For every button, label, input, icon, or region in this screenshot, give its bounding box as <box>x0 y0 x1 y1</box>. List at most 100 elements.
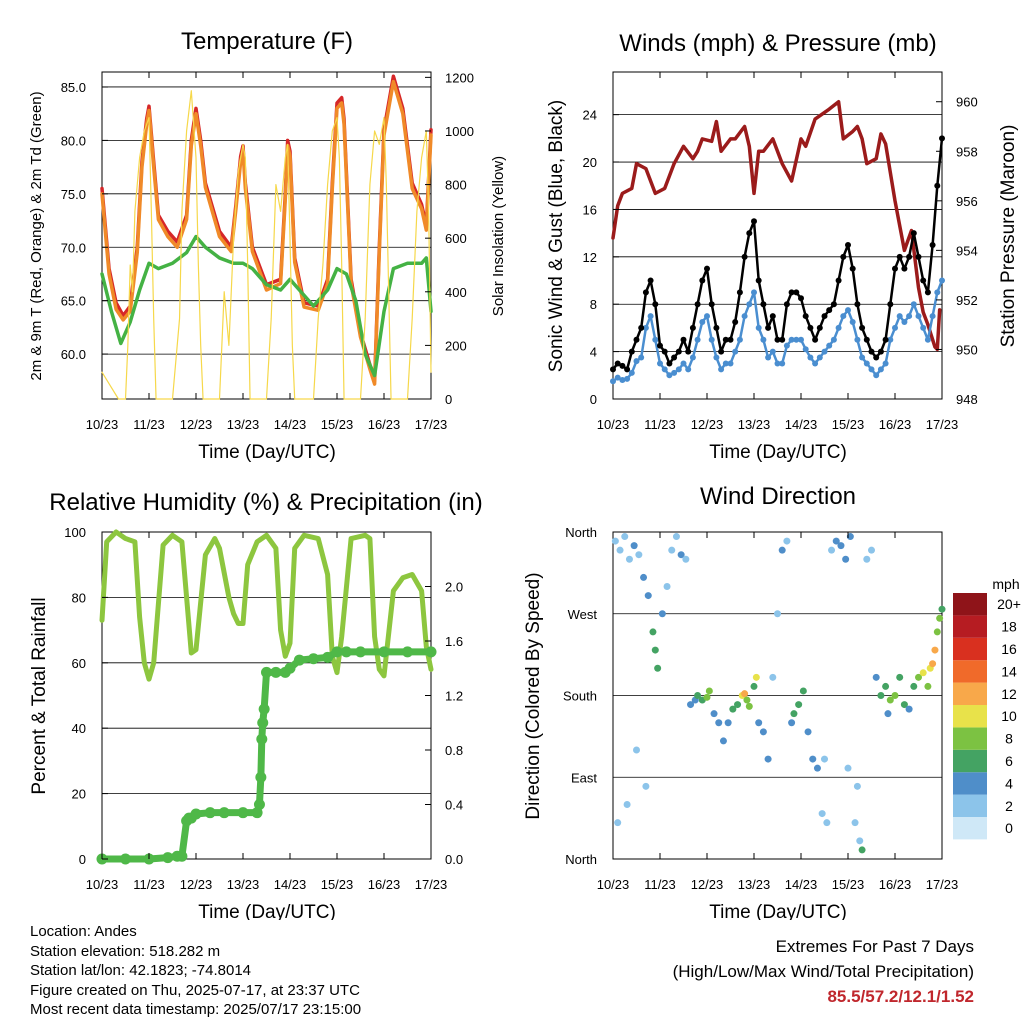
data-point <box>854 336 861 343</box>
data-point <box>619 362 626 369</box>
data-point <box>689 354 696 361</box>
data-point <box>877 348 884 355</box>
colorbar-label: 6 <box>1005 753 1013 769</box>
data-point <box>685 348 692 355</box>
data-point <box>778 546 786 554</box>
data-point <box>713 354 720 361</box>
y-tick-label-right: 200 <box>445 338 467 353</box>
data-point <box>237 807 249 819</box>
data-point <box>293 654 305 666</box>
data-point <box>694 692 702 699</box>
winds-ticks: 10/23 11/23 12/23 13/23 14/23 15/23 16/23 17/23… <box>583 72 978 432</box>
series-line <box>101 90 432 400</box>
winds-series <box>610 99 945 385</box>
data-point <box>255 771 267 783</box>
x-tick-label: 15/23 <box>832 417 865 432</box>
colorbar-swatch <box>953 682 987 705</box>
data-point <box>910 230 917 237</box>
data-point <box>671 354 678 361</box>
x-tick-label: 17/23 <box>926 417 959 432</box>
data-point <box>689 324 696 331</box>
data-point <box>809 755 817 763</box>
data-point <box>840 253 847 260</box>
data-point <box>783 342 790 349</box>
y-tick-label: North <box>565 525 597 540</box>
data-point <box>896 253 903 260</box>
y-tick-label-right: 954 <box>956 243 978 258</box>
data-point <box>729 705 737 713</box>
data-point <box>846 533 854 541</box>
y-tick-label: South <box>563 689 597 704</box>
y-tick-label-right: 1.2 <box>445 689 463 704</box>
data-point <box>402 646 413 658</box>
data-point <box>625 555 633 563</box>
data-point <box>788 336 795 343</box>
data-point <box>162 852 174 864</box>
colorbar-label: 0 <box>1005 820 1013 836</box>
data-point <box>924 289 931 296</box>
data-point <box>616 546 624 554</box>
data-point <box>887 336 894 343</box>
data-point <box>849 265 856 272</box>
data-point <box>868 366 875 373</box>
data-point <box>751 218 757 225</box>
data-point <box>812 336 819 343</box>
x-tick-label: 12/23 <box>691 877 724 892</box>
y-tick-label-right: 0.8 <box>445 743 463 758</box>
y-tick-label: East <box>571 770 597 785</box>
data-point <box>722 360 729 367</box>
data-point <box>752 673 760 681</box>
data-point <box>915 673 922 681</box>
data-point <box>939 135 945 142</box>
temperature-series <box>100 74 433 400</box>
data-point <box>863 336 870 343</box>
y-tick-label-right: 958 <box>956 144 978 159</box>
y-tick-label-right: 956 <box>956 194 978 209</box>
x-tick-label: 16/23 <box>368 417 401 432</box>
data-point <box>934 182 941 189</box>
series-dots <box>610 135 945 373</box>
data-point <box>668 546 676 554</box>
x-tick-label: 12/23 <box>180 417 213 432</box>
data-point <box>821 313 828 320</box>
data-point <box>640 573 648 581</box>
data-point <box>807 354 814 361</box>
humidity-ylabel-left: Percent & Total Rainfall <box>29 597 50 794</box>
data-point <box>837 542 845 550</box>
data-point <box>642 782 650 790</box>
temperature-ylabel-right: Solar Insolation (Yellow) <box>490 156 507 316</box>
data-point <box>736 289 743 296</box>
x-tick-label: 17/23 <box>415 417 448 432</box>
data-point <box>675 348 682 355</box>
x-tick-label: 13/23 <box>738 877 771 892</box>
data-point <box>830 336 837 343</box>
x-tick-label: 15/23 <box>832 877 865 892</box>
direction-panel: Wind Direction 10/23 11/23 12/23 13/23 14/23… <box>523 483 1021 920</box>
data-point <box>694 301 701 308</box>
data-point <box>868 546 875 554</box>
data-point <box>704 265 710 272</box>
data-point <box>816 324 823 331</box>
data-point <box>755 324 762 331</box>
data-point <box>120 853 131 865</box>
data-point <box>832 537 840 545</box>
data-point <box>671 369 678 376</box>
y-tick-label-right: 960 <box>956 95 978 110</box>
data-point <box>176 850 188 862</box>
data-point <box>795 701 803 709</box>
data-point <box>877 692 885 699</box>
x-tick-label: 16/23 <box>879 417 912 432</box>
recent-timestamp: Most recent data timestamp: 2025/07/17 2… <box>30 1001 362 1018</box>
x-tick-label: 17/23 <box>926 877 959 892</box>
data-point <box>746 230 753 237</box>
data-point <box>774 336 781 343</box>
series-dots <box>96 646 437 865</box>
x-tick-label: 16/23 <box>879 877 912 892</box>
data-point <box>204 807 216 819</box>
data-point <box>638 354 645 361</box>
data-point <box>765 324 772 331</box>
data-point <box>755 719 763 727</box>
y-tick-label-right: 400 <box>445 285 467 300</box>
data-point <box>845 241 851 248</box>
extremes-title: Extremes For Past 7 Days <box>775 937 974 956</box>
